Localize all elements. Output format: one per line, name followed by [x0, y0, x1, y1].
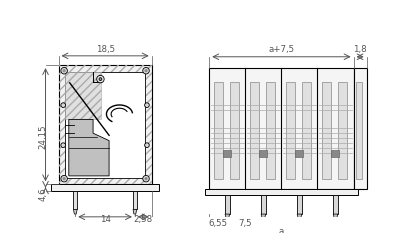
Bar [58, 65, 152, 184]
Bar [354, 68, 366, 189]
Bar [74, 191, 77, 209]
Circle shape [145, 70, 147, 72]
Polygon shape [69, 119, 109, 176]
Bar [261, 195, 266, 214]
Text: 6,55: 6,55 [209, 219, 228, 228]
Bar [65, 72, 145, 178]
Bar [205, 189, 358, 195]
Bar [259, 150, 267, 157]
Bar [295, 150, 303, 157]
Circle shape [99, 78, 102, 80]
Bar [356, 82, 362, 179]
Circle shape [61, 103, 66, 107]
Bar [58, 65, 152, 184]
Bar [338, 82, 348, 179]
Text: 4,6: 4,6 [38, 188, 47, 201]
Circle shape [63, 178, 65, 180]
Polygon shape [261, 214, 266, 219]
Bar [266, 82, 275, 179]
Bar [51, 184, 159, 191]
Polygon shape [297, 214, 302, 219]
Bar [331, 150, 339, 157]
Bar [223, 150, 231, 157]
Text: 2,58: 2,58 [134, 215, 153, 224]
Bar [250, 82, 259, 179]
Text: 18,5: 18,5 [96, 45, 115, 54]
Bar [214, 82, 223, 179]
Polygon shape [133, 209, 137, 214]
Text: 24,15: 24,15 [38, 125, 47, 149]
Bar [225, 195, 230, 214]
Circle shape [145, 178, 147, 180]
Bar [297, 195, 302, 214]
Polygon shape [333, 214, 338, 219]
Polygon shape [65, 72, 101, 119]
Circle shape [61, 68, 67, 74]
Text: a: a [279, 227, 284, 233]
Bar [322, 82, 331, 179]
Text: 14: 14 [100, 215, 110, 224]
Circle shape [61, 143, 66, 147]
Text: a+7,5: a+7,5 [268, 45, 294, 55]
Bar [286, 82, 295, 179]
Bar [302, 82, 311, 179]
Circle shape [63, 70, 65, 72]
Bar [209, 68, 354, 189]
Circle shape [97, 75, 104, 83]
Circle shape [145, 143, 149, 147]
Text: 1,8: 1,8 [353, 45, 367, 55]
Bar [133, 191, 137, 209]
Circle shape [145, 103, 149, 107]
Polygon shape [74, 209, 77, 214]
Polygon shape [225, 214, 230, 219]
Bar [230, 82, 239, 179]
Text: 7,5: 7,5 [238, 219, 252, 228]
Bar [333, 195, 338, 214]
Circle shape [143, 175, 149, 182]
Circle shape [61, 175, 67, 182]
Circle shape [143, 68, 149, 74]
